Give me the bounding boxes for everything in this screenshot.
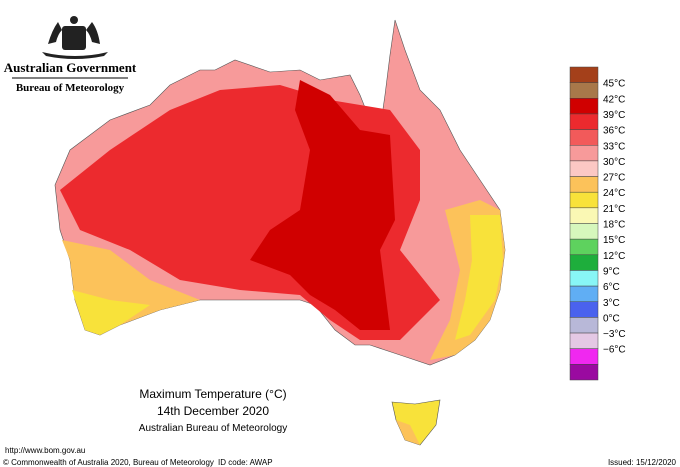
legend-swatch — [569, 191, 599, 209]
legend-swatch — [569, 301, 599, 318]
legend-swatch — [569, 238, 599, 256]
legend-swatch — [569, 254, 599, 271]
legend-label: 0°C — [603, 313, 620, 324]
legend-swatch — [569, 98, 599, 115]
legend-swatch — [569, 176, 599, 193]
legend-label: −3°C — [603, 329, 626, 340]
legend-swatch — [569, 317, 599, 334]
legend-label: 18°C — [603, 220, 625, 231]
legend-swatch — [569, 270, 599, 287]
caption-date: 14th December 2020 — [157, 404, 269, 418]
legend-swatch — [569, 113, 599, 130]
bureau: Bureau of Meteorology — [16, 82, 125, 94]
legend-label: 21°C — [603, 204, 625, 215]
legend-swatch — [569, 145, 599, 162]
legend-label: 12°C — [603, 251, 625, 262]
copyright: © Commonwealth of Australia 2020, Bureau… — [3, 458, 214, 467]
issued: Issued: 15/12/2020 — [608, 458, 677, 467]
legend-swatch — [569, 364, 599, 381]
legend-label: 6°C — [603, 282, 620, 293]
legend-label: 30°C — [603, 157, 625, 168]
legend-swatch — [569, 285, 599, 303]
caption-source: Australian Bureau of Meteorology — [139, 423, 287, 434]
id-code: ID code: AWAP — [218, 458, 273, 467]
legend: 45°C 42°C 39°C 36°C 33°C 30°C 27°C 24°C 21°C 18°C… — [569, 66, 626, 381]
crest — [42, 16, 108, 59]
legend-label: 9°C — [603, 266, 620, 277]
legend-label: 42°C — [603, 94, 625, 105]
tasmania-warm — [396, 420, 420, 445]
caption-title: Maximum Temperature (°C) — [139, 387, 286, 401]
url: http://www.bom.gov.au — [5, 446, 85, 455]
legend-swatch — [569, 160, 599, 177]
legend-label: 33°C — [603, 141, 625, 152]
legend-swatch — [569, 207, 599, 224]
legend-swatch — [569, 223, 599, 240]
legend-label: 36°C — [603, 126, 625, 137]
legend-swatch — [569, 82, 599, 99]
legend-label: −6°C — [603, 345, 626, 356]
hottest-core — [250, 80, 395, 330]
legend-swatch — [569, 348, 599, 365]
map — [54, 19, 506, 446]
legend-label: 39°C — [603, 110, 625, 121]
legend-swatch — [569, 129, 599, 146]
legend-label: 15°C — [603, 235, 625, 246]
legend-swatch — [569, 66, 599, 83]
mild-south-west — [72, 290, 150, 335]
mild-east-coast — [455, 215, 503, 340]
legend-swatch — [569, 332, 599, 349]
legend-label: 45°C — [603, 79, 625, 90]
government: Australian Government — [4, 60, 137, 75]
legend-label: 24°C — [603, 188, 625, 199]
legend-label: 27°C — [603, 173, 625, 184]
legend-label: 3°C — [603, 298, 620, 309]
